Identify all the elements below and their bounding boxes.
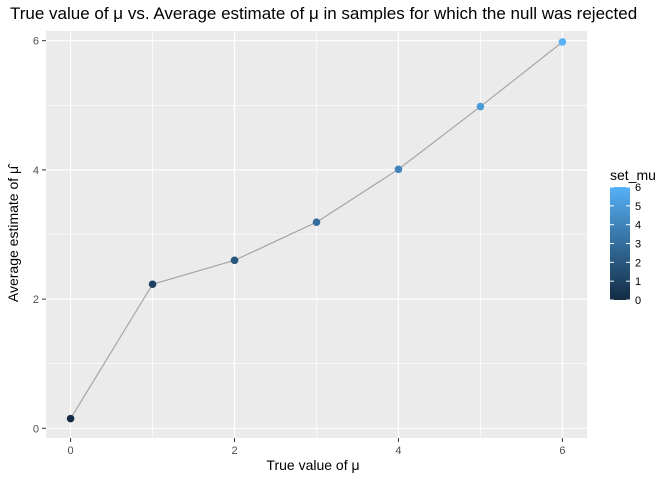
legend-tick-label: 1 [635, 276, 641, 288]
x-axis-ticks: 0 2 4 6 [68, 438, 565, 457]
legend-tick-label: 6 [635, 182, 641, 194]
data-point [558, 38, 567, 46]
x-axis-label: True value of μ [266, 457, 359, 473]
data-point [230, 256, 239, 265]
legend-colorbar [610, 187, 630, 300]
data-point [148, 280, 157, 289]
minor-gridlines [46, 31, 587, 438]
color-legend: set_mu 6 5 4 3 2 1 0 [610, 167, 656, 307]
data-point [394, 165, 403, 174]
legend-tick-label: 0 [635, 295, 641, 307]
legend-tick-label: 2 [635, 257, 641, 269]
legend-tick-label: 3 [635, 239, 641, 251]
y-tick-label: 6 [33, 36, 39, 48]
y-axis-label: Average estimate of μ̂ [5, 163, 21, 302]
y-tick-label: 0 [33, 423, 39, 435]
chart-title: True value of μ vs. Average estimate of … [10, 4, 638, 23]
y-tick-label: 4 [33, 165, 39, 177]
legend-tick-label: 4 [635, 220, 641, 232]
major-gridlines [46, 31, 587, 438]
x-tick-label: 0 [68, 445, 74, 457]
x-tick-label: 6 [559, 445, 565, 457]
x-tick-label: 4 [395, 445, 401, 457]
data-points [66, 38, 567, 423]
x-tick-label: 2 [231, 445, 237, 457]
y-tick-label: 2 [33, 294, 39, 306]
data-point [476, 102, 485, 111]
y-axis-ticks: 0 2 4 6 [33, 36, 46, 435]
data-point [66, 414, 75, 423]
legend-ticks: 6 5 4 3 2 1 0 [610, 182, 641, 307]
legend-title: set_mu [610, 167, 656, 183]
data-point [312, 218, 321, 227]
legend-tick-label: 5 [635, 201, 641, 213]
